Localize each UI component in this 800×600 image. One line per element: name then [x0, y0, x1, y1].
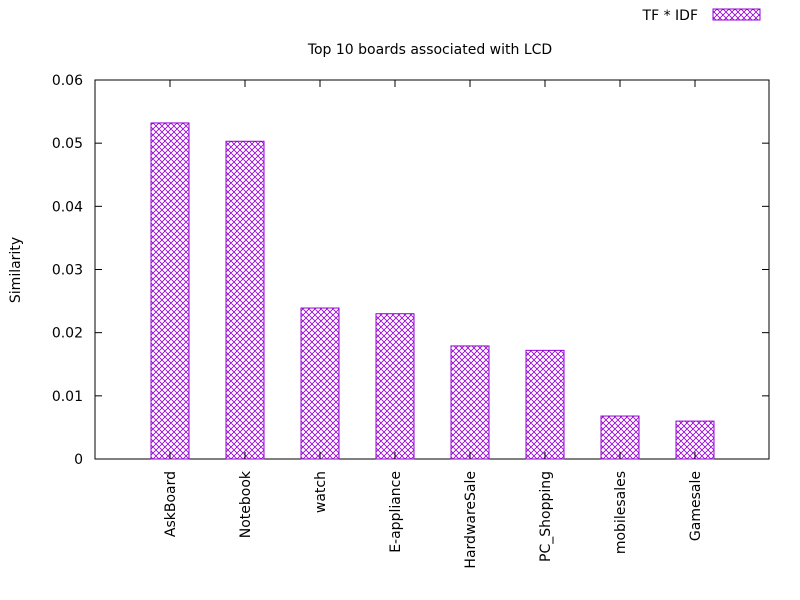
legend-swatch	[712, 8, 761, 21]
x-tick-label: mobilesales	[613, 471, 629, 554]
y-tick-label: 0.05	[52, 136, 83, 152]
y-axis-ticks: 0 0.01 0.02 0.03 0.04 0.05 0.06	[52, 73, 769, 468]
bar-askboard	[150, 122, 190, 460]
y-tick-label: 0.02	[52, 326, 83, 342]
y-tick-label: 0.03	[52, 263, 83, 279]
legend-label: TF * IDF	[642, 8, 698, 24]
y-tick-label: 0.01	[52, 389, 83, 405]
bars-group	[150, 122, 715, 460]
bar-mobilesales	[600, 415, 640, 460]
x-axis-ticks: AskBoard Notebook watch E-appliance Hardware…	[163, 80, 704, 569]
x-tick-label: AskBoard	[163, 471, 179, 537]
y-axis-label: Similarity	[8, 237, 24, 303]
plot-frame	[94, 79, 770, 460]
x-tick-label: Gamesale	[688, 471, 704, 541]
x-tick-label: E-appliance	[388, 471, 404, 553]
bar-e-appliance	[375, 313, 415, 460]
bar-watch	[300, 307, 340, 460]
legend: TF * IDF	[642, 8, 761, 24]
y-tick-label: 0	[74, 452, 83, 468]
bar-notebook	[225, 140, 265, 460]
x-tick-label: watch	[313, 471, 329, 513]
y-tick-label: 0.04	[52, 199, 83, 215]
x-tick-label: Notebook	[238, 470, 254, 538]
y-tick-label: 0.06	[52, 73, 83, 89]
chart-title: Top 10 boards associated with LCD	[307, 42, 552, 58]
bar-hardwaresale	[450, 345, 490, 460]
x-tick-label: PC_Shopping	[538, 471, 554, 562]
bar-pc-shopping	[525, 349, 565, 460]
x-tick-label: HardwareSale	[463, 471, 479, 569]
